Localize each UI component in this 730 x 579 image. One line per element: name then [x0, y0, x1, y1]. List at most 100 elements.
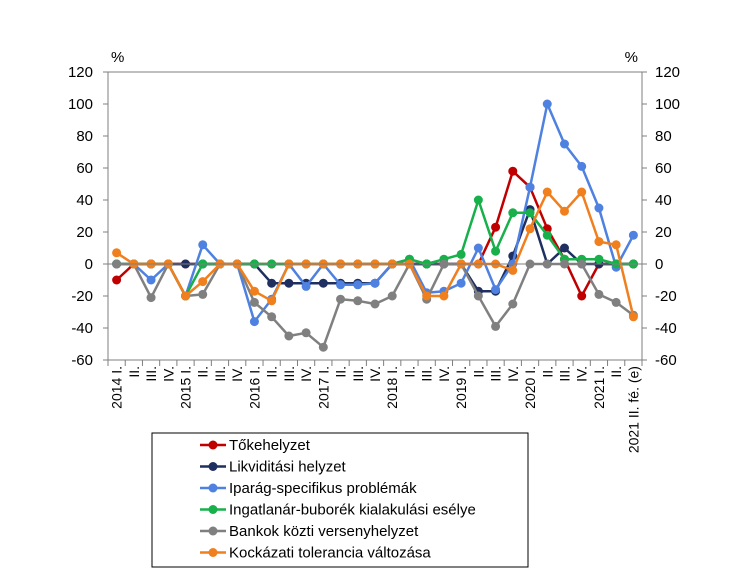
data-point: [542, 99, 552, 109]
data-point: [628, 230, 638, 240]
data-point: [473, 291, 483, 301]
data-point: [353, 280, 363, 290]
x-tick-label: II.: [539, 366, 555, 378]
y-tick-label-right: 60: [655, 160, 672, 177]
legend-label: Iparág-specifikus problémák: [229, 480, 417, 497]
y-unit-right: %: [625, 49, 638, 66]
y-tick-label-right: 0: [655, 256, 663, 273]
data-point: [146, 275, 156, 285]
x-tick-label: III.: [419, 366, 435, 382]
x-tick-label: III.: [488, 366, 504, 382]
data-point: [370, 299, 380, 309]
data-point: [577, 291, 587, 301]
data-point: [370, 278, 380, 288]
axes: [103, 71, 647, 366]
y-tick-label-left: -60: [71, 352, 93, 369]
x-tick-label: III.: [556, 366, 572, 382]
data-point: [491, 246, 501, 256]
data-point: [542, 230, 552, 240]
data-point: [249, 317, 259, 327]
data-point: [577, 161, 587, 171]
y-tick-label-left: 120: [68, 64, 93, 81]
legend-swatch-marker: [208, 440, 218, 450]
x-tick-label: II.: [401, 366, 417, 378]
data-point: [112, 248, 122, 258]
data-point: [318, 342, 328, 352]
data-point: [336, 280, 346, 290]
data-point: [198, 277, 208, 287]
data-point: [181, 291, 191, 301]
legend-item: Iparág-specifikus problémák: [200, 480, 417, 497]
legend-swatch-marker: [208, 548, 218, 557]
data-point: [249, 297, 259, 307]
y-tick-label-left: 20: [76, 224, 93, 241]
data-point: [491, 222, 501, 232]
data-point: [559, 243, 569, 253]
legend-label: Likviditási helyzet: [229, 459, 347, 476]
y-tick-label-right: 120: [655, 64, 680, 81]
x-tick-label: III.: [143, 366, 159, 382]
data-point: [491, 285, 501, 295]
x-tick-label: 2019 I.: [453, 366, 469, 409]
data-point: [353, 296, 363, 306]
x-tick-label: III.: [350, 366, 366, 382]
data-point: [473, 195, 483, 205]
x-tick-label: IV.: [160, 366, 176, 382]
data-point: [594, 203, 604, 213]
x-tick-label: II.: [126, 366, 142, 378]
data-point: [525, 224, 535, 234]
x-tick-label: III.: [212, 366, 228, 382]
y-tick-label-right: -20: [655, 288, 677, 305]
data-point: [525, 182, 535, 192]
data-point: [473, 243, 483, 253]
x-tick-label: 2018 I.: [384, 366, 400, 409]
legend-label: Kockázati tolerancia változása: [229, 545, 431, 562]
x-tick-label: IV.: [298, 366, 314, 382]
x-tick-label: II.: [608, 366, 624, 378]
data-point: [284, 331, 294, 341]
data-point: [628, 312, 638, 322]
x-tick-label: 2016 I.: [246, 366, 262, 409]
x-tick-label: II.: [264, 366, 280, 378]
x-tick-label: IV.: [574, 366, 590, 382]
y-tick-label-left: 100: [68, 96, 93, 113]
legend-item: Tőkehelyzet: [200, 437, 311, 454]
x-tick-label: IV.: [436, 366, 452, 382]
data-point: [318, 278, 328, 288]
y-tick-label-left: 0: [85, 256, 93, 273]
y-tick-label-right: 20: [655, 224, 672, 241]
data-point: [112, 275, 122, 285]
x-tick-label: II.: [333, 366, 349, 378]
data-point: [284, 278, 294, 288]
y-tick-label-right: 80: [655, 128, 672, 145]
data-point: [387, 291, 397, 301]
y-tick-label-left: 80: [76, 128, 93, 145]
data-point: [491, 321, 501, 331]
y-tick-label-left: -40: [71, 320, 93, 337]
data-point: [198, 240, 208, 250]
data-point: [439, 291, 449, 301]
y-tick-label-right: -60: [655, 352, 677, 369]
data-point: [559, 206, 569, 216]
data-point: [456, 278, 466, 288]
legend-item: Ingatlanár-buborék kialakulási esélye: [200, 502, 476, 519]
data-point: [301, 281, 311, 291]
x-tick-label: 2020 I.: [522, 366, 538, 409]
legend-label: Tőkehelyzet: [229, 437, 311, 454]
x-tick-label: IV.: [367, 366, 383, 382]
legend-swatch-marker: [208, 462, 218, 471]
legend-label: Ingatlanár-buborék kialakulási esélye: [229, 502, 476, 519]
data-point: [594, 254, 604, 264]
data-point: [611, 240, 621, 250]
data-point: [198, 289, 208, 299]
legend-label: Bankok közti versenyhelyzet: [229, 523, 419, 540]
x-tick-label: IV.: [229, 366, 245, 382]
axis-labels: 120 120 100 100 80 80 60 60 40 40 20 20 0 0 -20 -20 -40 -…: [68, 49, 680, 453]
series-5: [112, 259, 638, 352]
data-point: [577, 187, 587, 197]
y-unit-left: %: [111, 49, 124, 66]
legend-item: Kockázati tolerancia változása: [200, 545, 431, 562]
data-point: [267, 296, 277, 306]
